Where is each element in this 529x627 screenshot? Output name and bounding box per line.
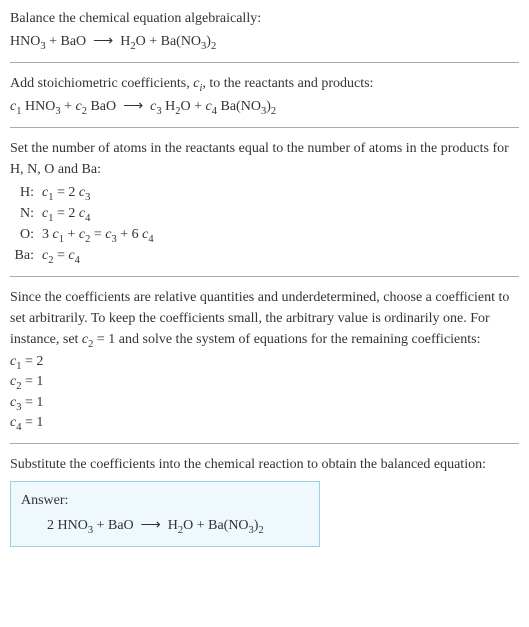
atom-element: Ba: xyxy=(10,245,38,266)
table-row: N: c1 = 2 c4 xyxy=(10,203,158,224)
atom-equation: c1 = 2 c3 xyxy=(38,182,158,203)
atoms-text: Set the number of atoms in the reactants… xyxy=(10,138,519,180)
atom-equation: c1 = 2 c4 xyxy=(38,203,158,224)
stoich-block: Add stoichiometric coefficients, ci, to … xyxy=(10,73,519,117)
solve-text: Since the coefficients are relative quan… xyxy=(10,287,519,350)
atom-element: O: xyxy=(10,224,38,245)
intro-equation: HNO3 + BaO ⟶ H2O + Ba(NO3)2 xyxy=(10,31,519,52)
atom-equation: 3 c1 + c2 = c3 + 6 c4 xyxy=(38,224,158,245)
table-row: O: 3 c1 + c2 = c3 + 6 c4 xyxy=(10,224,158,245)
solution-item: c3 = 1 xyxy=(10,393,519,413)
answer-label: Answer: xyxy=(21,490,309,511)
table-row: H: c1 = 2 c3 xyxy=(10,182,158,203)
stoich-text: Add stoichiometric coefficients, ci, to … xyxy=(10,73,519,94)
substitute-block: Substitute the coefficients into the che… xyxy=(10,454,519,547)
intro-prompt: Balance the chemical equation algebraica… xyxy=(10,8,519,29)
substitute-text: Substitute the coefficients into the che… xyxy=(10,454,519,475)
solutions-list: c1 = 2 c2 = 1 c3 = 1 c4 = 1 xyxy=(10,352,519,433)
stoich-equation: c1 HNO3 + c2 BaO ⟶ c3 H2O + c4 Ba(NO3)2 xyxy=(10,96,519,117)
divider xyxy=(10,276,519,277)
table-row: Ba: c2 = c4 xyxy=(10,245,158,266)
divider xyxy=(10,443,519,444)
atom-equation: c2 = c4 xyxy=(38,245,158,266)
atom-element: H: xyxy=(10,182,38,203)
atom-element: N: xyxy=(10,203,38,224)
solution-item: c4 = 1 xyxy=(10,413,519,433)
divider xyxy=(10,62,519,63)
answer-box: Answer: 2 HNO3 + BaO ⟶ H2O + Ba(NO3)2 xyxy=(10,481,320,547)
atoms-table: H: c1 = 2 c3 N: c1 = 2 c4 O: 3 c1 + c2 =… xyxy=(10,182,158,266)
divider xyxy=(10,127,519,128)
solution-item: c2 = 1 xyxy=(10,372,519,392)
answer-equation: 2 HNO3 + BaO ⟶ H2O + Ba(NO3)2 xyxy=(21,515,309,536)
solution-item: c1 = 2 xyxy=(10,352,519,372)
solve-block: Since the coefficients are relative quan… xyxy=(10,287,519,433)
intro-block: Balance the chemical equation algebraica… xyxy=(10,8,519,52)
atoms-block: Set the number of atoms in the reactants… xyxy=(10,138,519,266)
